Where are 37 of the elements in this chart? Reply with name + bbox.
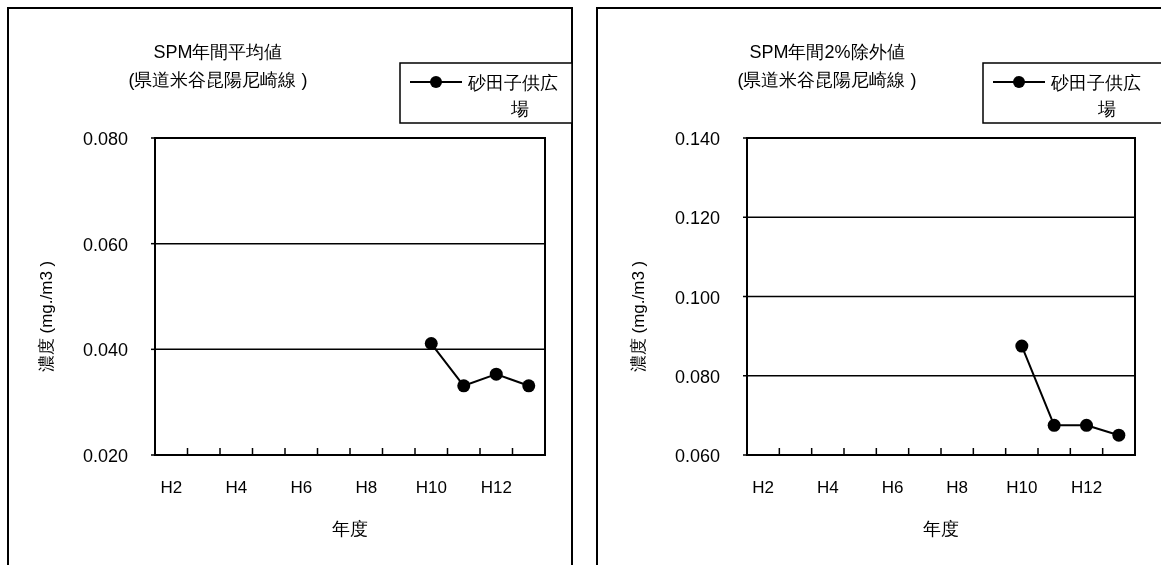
point xyxy=(1015,339,1029,353)
x-tick-label: H10 xyxy=(415,478,447,497)
y-axis-title: 濃度 (mg./m3 ) xyxy=(629,260,648,373)
x-tick-label: H8 xyxy=(946,478,969,497)
x-tick-label: H6 xyxy=(290,478,313,497)
point xyxy=(1047,418,1061,432)
y-tick-label: 0.040 xyxy=(82,340,128,361)
x-tick-label: H4 xyxy=(816,478,839,497)
x-tick-label: H6 xyxy=(881,478,904,497)
point xyxy=(1080,418,1093,432)
x-tick-label: H2 xyxy=(160,478,183,497)
point xyxy=(424,337,438,351)
y-axis-title: 濃度 (mg./m3 ) xyxy=(37,260,56,373)
point xyxy=(489,367,503,381)
legend-label: 砂田子供広場 xyxy=(467,73,558,119)
x-tick-label: H8 xyxy=(355,478,378,497)
y-tick-label: 0.100 xyxy=(674,287,720,308)
legend-label: 砂田子供広場 xyxy=(1050,73,1141,119)
x-tick-label: H12 xyxy=(1070,478,1103,497)
y-tick-label: 0.140 xyxy=(674,129,720,149)
y-tick-label: 0.080 xyxy=(674,366,720,387)
point xyxy=(1112,428,1126,442)
x-tick-label: H10 xyxy=(1006,478,1038,497)
x-tick-label: H2 xyxy=(752,478,775,497)
chart-title: SPM年間2%除外値 (県道米谷昆陽尼崎線 ) xyxy=(737,42,917,90)
point xyxy=(522,379,536,393)
x-axis-title: 年度 xyxy=(923,519,959,539)
x-tick-label: H12 xyxy=(480,478,512,497)
y-tick-label: 0.020 xyxy=(82,446,128,466)
y-tick-label: 0.060 xyxy=(674,446,720,466)
chart-title: SPM年間平均値 (県道米谷昆陽尼崎線 ) xyxy=(128,42,308,90)
point xyxy=(457,379,471,393)
y-tick-label: 0.060 xyxy=(82,234,128,255)
y-tick-label: 0.080 xyxy=(82,129,128,149)
x-tick-label: H4 xyxy=(225,478,248,497)
y-tick-label: 0.120 xyxy=(674,208,720,229)
x-axis-title: 年度 xyxy=(332,519,368,539)
